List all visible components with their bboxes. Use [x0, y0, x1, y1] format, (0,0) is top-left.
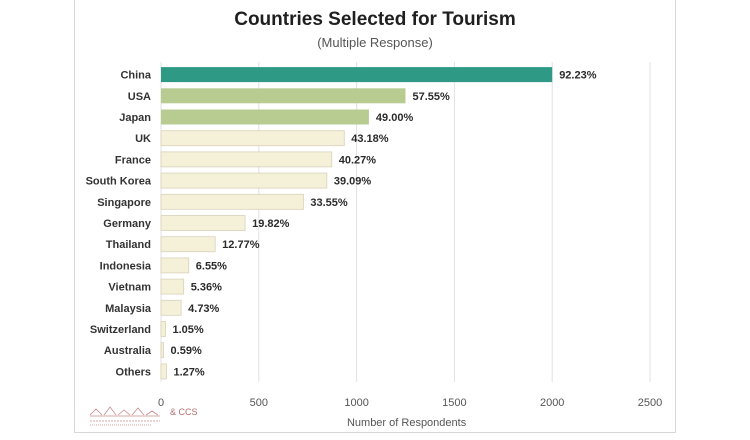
- data-label: 49.00%: [376, 112, 414, 124]
- bar: [160, 130, 345, 147]
- x-tick-labels: 0 500 1000 1500 2000 2500: [158, 397, 662, 409]
- data-label: 4.73%: [188, 303, 219, 315]
- bar: [160, 299, 182, 316]
- bar: [160, 151, 333, 168]
- bar: [160, 193, 304, 210]
- data-label: 5.36%: [191, 282, 222, 294]
- data-label: 12.77%: [222, 239, 260, 251]
- category-label: Others: [116, 366, 151, 378]
- bar: [161, 109, 369, 125]
- x-tick-label: 1500: [442, 397, 466, 409]
- data-label: 19.82%: [252, 218, 290, 230]
- x-tick-label: 500: [250, 397, 268, 409]
- bars: [160, 67, 553, 380]
- bar: [160, 236, 216, 253]
- category-label: Vietnam: [108, 282, 151, 294]
- category-label: South Korea: [86, 176, 152, 188]
- bar: [160, 172, 328, 189]
- organization-logo: [89, 406, 160, 426]
- category-label: Singapore: [97, 197, 151, 209]
- data-label: 33.55%: [310, 197, 348, 209]
- x-tick-label: 1000: [344, 397, 368, 409]
- x-tick-label: 2500: [638, 397, 662, 409]
- category-label: USA: [128, 91, 151, 103]
- x-axis-title: Number of Respondents: [347, 417, 467, 429]
- data-label: 6.55%: [196, 260, 227, 272]
- data-label: 57.55%: [413, 91, 451, 103]
- bar: [160, 278, 185, 295]
- bar: [160, 257, 190, 274]
- chart-subtitle: (Multiple Response): [317, 35, 433, 50]
- data-label: 1.05%: [172, 324, 203, 336]
- data-label: 39.09%: [334, 176, 372, 188]
- bar: [160, 215, 246, 231]
- x-tick-label: 2000: [540, 397, 564, 409]
- data-label: 92.23%: [559, 70, 597, 82]
- chart-title: Countries Selected for Tourism: [234, 9, 516, 30]
- category-labels: China USA Japan UK France South Korea Singapor…: [86, 70, 152, 379]
- data-label: 43.18%: [351, 133, 389, 145]
- category-label: Indonesia: [100, 260, 152, 272]
- data-label: 0.59%: [171, 345, 202, 357]
- category-label: Australia: [104, 345, 152, 357]
- category-label: France: [115, 154, 151, 166]
- data-label: 1.27%: [173, 366, 204, 378]
- category-label: Malaysia: [105, 303, 152, 315]
- data-labels: 92.23% 57.55% 49.00% 43.18% 40.27% 39.09% 33.5…: [171, 70, 597, 379]
- watermark-text: & CCS: [170, 407, 198, 417]
- bar: [160, 342, 164, 359]
- category-label: Germany: [103, 218, 152, 230]
- category-label: China: [120, 70, 151, 82]
- data-label: 40.27%: [339, 154, 377, 166]
- category-label: Thailand: [106, 239, 151, 251]
- bar: [160, 321, 166, 337]
- x-tick-label: 0: [158, 397, 164, 409]
- category-label: Japan: [119, 112, 151, 124]
- bar: [161, 88, 406, 104]
- category-label: UK: [135, 133, 151, 145]
- category-label: Switzerland: [90, 324, 151, 336]
- bar: [161, 67, 553, 83]
- bar: [160, 363, 167, 380]
